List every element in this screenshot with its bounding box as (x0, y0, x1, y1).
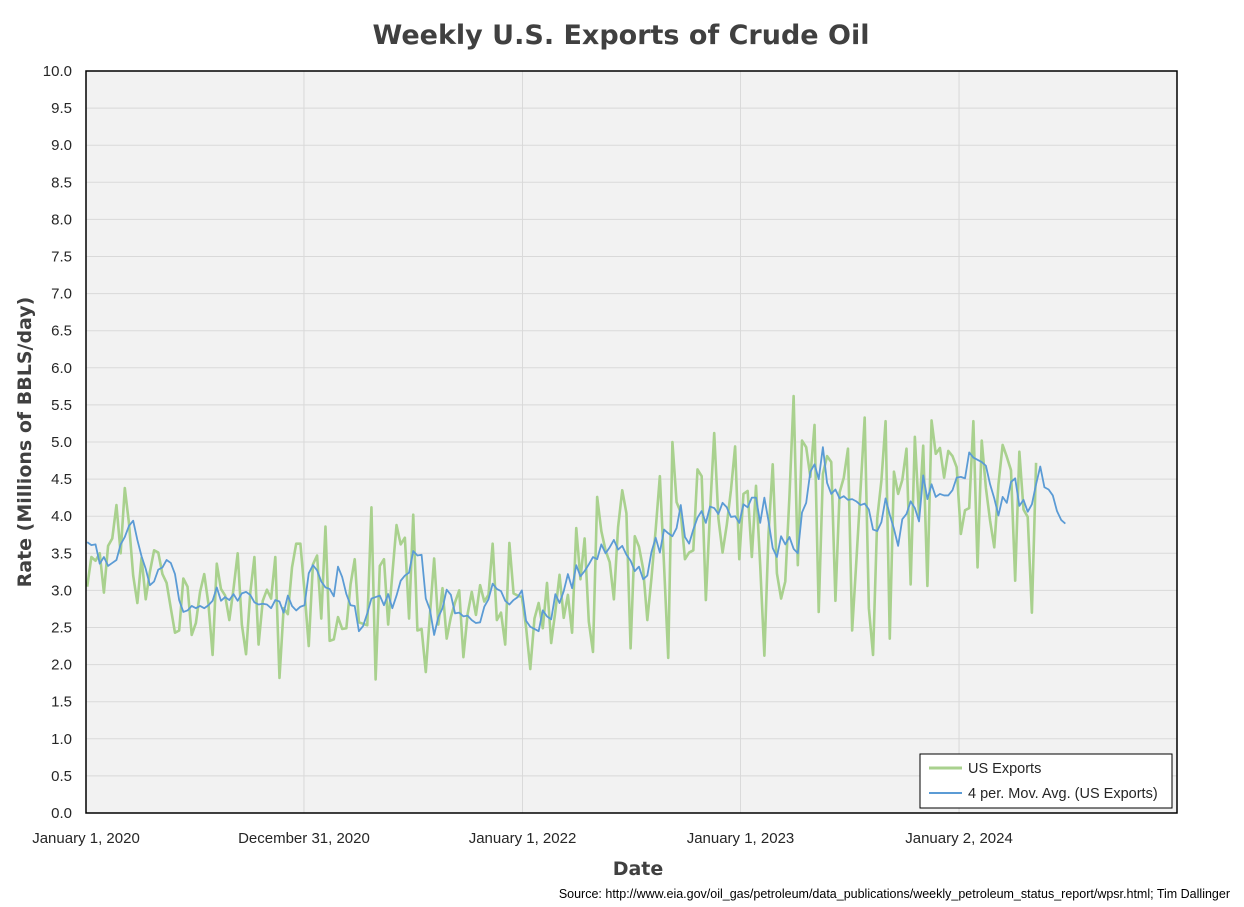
y-tick-label: 9.0 (51, 137, 72, 154)
legend-label-moving-average: 4 per. Mov. Avg. (US Exports) (968, 786, 1158, 802)
y-tick-label: 9.5 (51, 100, 72, 117)
y-tick-label: 2.5 (51, 620, 72, 637)
y-tick-label: 6.5 (51, 323, 72, 340)
y-axis-ticks: 0.0 0.5 1.0 1.5 2.0 2.5 3.0 3.5 4.0 4.5 5.0 5.5 6.0 6… (43, 63, 72, 822)
legend-box (919, 753, 1173, 809)
y-axis-label: Rate (Millions of BBLS/day) (14, 297, 36, 588)
y-tick-label: 1.0 (51, 731, 72, 748)
y-tick-label: 4.0 (51, 508, 72, 525)
x-axis-label: Date (613, 858, 664, 880)
y-tick-label: 5.0 (51, 434, 72, 451)
y-tick-label: 1.5 (51, 694, 72, 711)
y-tick-label: 2.0 (51, 657, 72, 674)
x-axis-ticks: January 1, 2020 December 31, 2020 January … (32, 830, 1013, 847)
y-tick-label: 5.5 (51, 397, 72, 414)
legend-label-us-exports: US Exports (968, 761, 1041, 777)
y-tick-label: 7.5 (51, 249, 72, 266)
y-tick-label: 10.0 (43, 63, 72, 80)
x-tick-label: January 1, 2023 (687, 830, 795, 847)
y-tick-label: 4.5 (51, 471, 72, 488)
x-tick-label: December 31, 2020 (238, 830, 370, 847)
source-note: Source: http://www.eia.gov/oil_gas/petro… (559, 887, 1230, 901)
plot-border (85, 70, 1178, 814)
series-layer (85, 394, 1066, 681)
x-tick-label: January 1, 2020 (32, 830, 140, 847)
x-tick-label: January 1, 2022 (469, 830, 577, 847)
y-tick-label: 8.5 (51, 174, 72, 191)
y-tick-label: 7.0 (51, 286, 72, 303)
gridlines (86, 70, 1177, 814)
y-tick-label: 6.0 (51, 360, 72, 377)
x-tick-label: January 2, 2024 (905, 830, 1013, 847)
y-tick-label: 8.0 (51, 211, 72, 228)
y-tick-label: 3.5 (51, 545, 72, 562)
chart-title: Weekly U.S. Exports of Crude Oil (373, 20, 870, 51)
y-tick-label: 3.0 (51, 582, 72, 599)
legend: US Exports 4 per. Mov. Avg. (US Exports) (919, 753, 1173, 809)
series-line-moving-average (86, 446, 1066, 636)
y-tick-label: 0.5 (51, 768, 72, 785)
y-tick-label: 0.0 (51, 805, 72, 822)
